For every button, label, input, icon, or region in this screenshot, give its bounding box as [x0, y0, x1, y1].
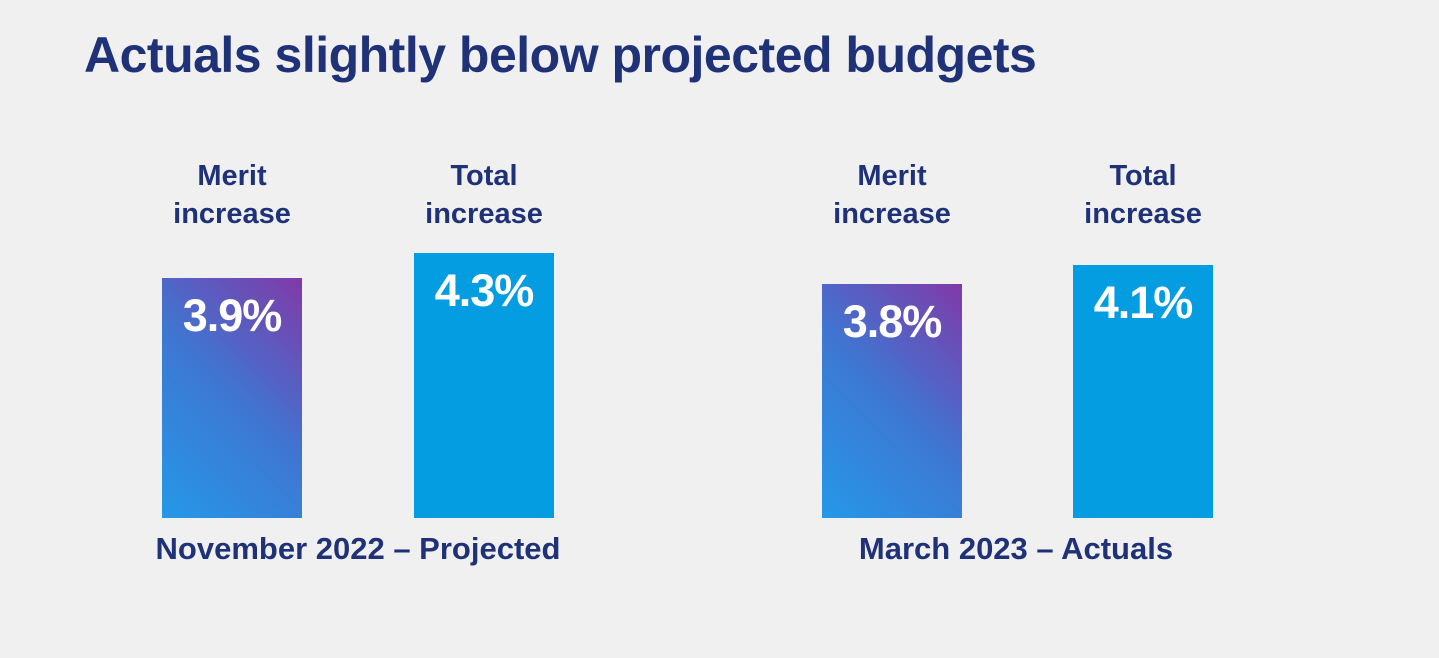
category-label-total-actuals: Total increase — [1084, 160, 1202, 231]
bar-total-actuals: 4.1% — [1073, 265, 1213, 518]
bar-value-label: 4.1% — [1093, 277, 1194, 328]
category-label-merit-projected: Merit increase — [173, 160, 291, 231]
bar-total-projected: 4.3% — [414, 253, 554, 518]
group-label-actuals: March 2023 – Actuals — [858, 531, 1174, 566]
category-label-merit-actuals: Merit increase — [833, 160, 951, 231]
bar-value-label: 4.3% — [434, 265, 535, 316]
bar-merit-actuals: 3.8% — [822, 284, 962, 518]
bar-merit-projected: 3.9% — [162, 278, 302, 518]
category-label-total-projected: Total increase — [425, 160, 543, 231]
bar-value-label: 3.8% — [842, 296, 943, 347]
bar-value-label: 3.9% — [182, 290, 283, 341]
group-label-projected: November 2022 – Projected — [155, 531, 561, 566]
slide-title: Actuals slightly below projected budgets — [84, 27, 1037, 83]
